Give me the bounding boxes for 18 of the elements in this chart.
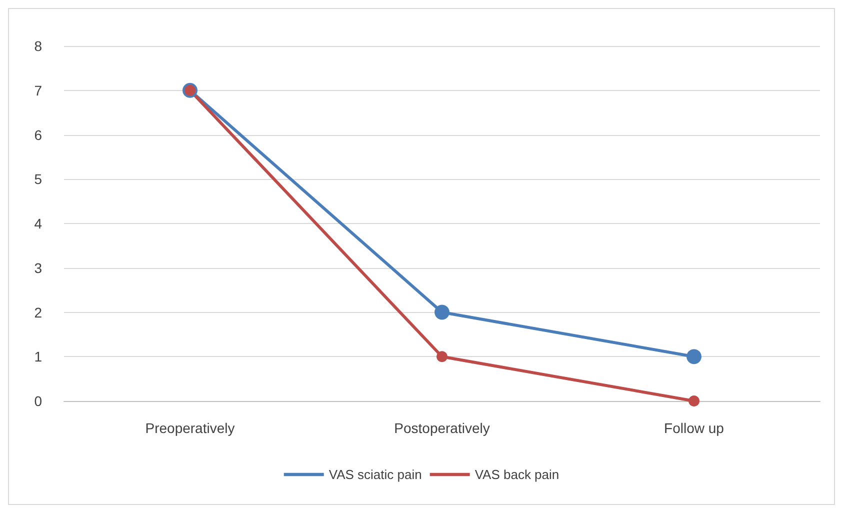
point: [436, 351, 448, 362]
x-tick-label: Follow up: [664, 420, 724, 436]
y-tick-label: 0: [34, 393, 42, 409]
y-tick-label: 6: [34, 126, 42, 143]
y-tick-label: 5: [34, 171, 42, 188]
y-tick-label: 2: [34, 304, 42, 320]
legend-label: VAS sciatic pain: [328, 467, 422, 482]
y-tick-label: 7: [34, 82, 42, 98]
point: [434, 304, 450, 320]
y-tick-label: 3: [34, 260, 42, 276]
x-tick-label: Preoperatively: [145, 420, 235, 436]
x-tick-label: Postoperatively: [394, 420, 490, 436]
y-tick-label: 4: [34, 216, 42, 232]
legend-label: VAS back pain: [474, 467, 560, 482]
point: [688, 396, 700, 406]
point: [686, 349, 702, 364]
y-tick-label: 1: [34, 348, 42, 365]
y-tick-label: 8: [34, 38, 42, 54]
